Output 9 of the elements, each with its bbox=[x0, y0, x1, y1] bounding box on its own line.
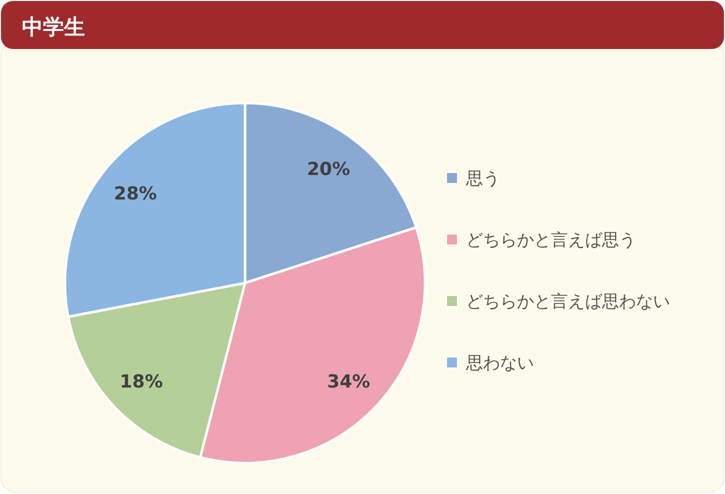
data-label: 18% bbox=[120, 371, 163, 392]
legend-label: 思う bbox=[465, 169, 500, 189]
legend-label: どちらかと言えば思う bbox=[466, 230, 636, 250]
legend-label: どちらかと言えば思わない bbox=[466, 292, 670, 312]
legend-label: 思わない bbox=[465, 354, 534, 374]
chart-title: 中学生 bbox=[22, 15, 85, 39]
data-label: 34% bbox=[327, 371, 370, 392]
data-label: 28% bbox=[114, 183, 157, 204]
data-label: 20% bbox=[307, 158, 350, 180]
